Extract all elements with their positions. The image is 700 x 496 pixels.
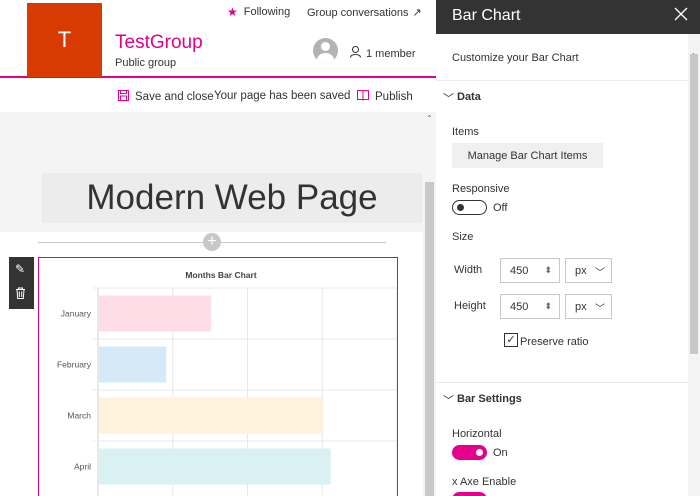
responsive-state: Off bbox=[493, 202, 508, 214]
command-bar: Save and close Your page has been saved … bbox=[0, 80, 436, 112]
bar-settings-section-label: Bar Settings bbox=[457, 393, 522, 405]
data-section-label: Data bbox=[457, 91, 481, 103]
follow-label: Following bbox=[243, 6, 291, 18]
pane-scroll-thumb[interactable] bbox=[690, 54, 698, 354]
chart-title: Months Bar Chart bbox=[185, 270, 256, 280]
width-input[interactable]: 450 ⬍ bbox=[500, 258, 560, 283]
pane-title: Bar Chart bbox=[452, 7, 521, 24]
category-label: April bbox=[74, 462, 91, 472]
page-area: ★ Following Group conversations ↗ TestGr… bbox=[0, 0, 436, 496]
preserve-ratio-label: Preserve ratio bbox=[520, 336, 589, 348]
preserve-ratio-checkbox[interactable]: ✓ bbox=[504, 333, 518, 347]
pane-subtitle: Customize your Bar Chart bbox=[452, 52, 579, 64]
category-label: January bbox=[61, 309, 92, 319]
group-conversations-label: Group conversations bbox=[307, 6, 409, 19]
height-label: Height bbox=[454, 300, 486, 312]
chevron-down-icon: ﹀ bbox=[443, 395, 454, 407]
bar-chart-webpart[interactable]: Months Bar Chart January February March Apr… bbox=[38, 257, 398, 496]
bar-january bbox=[99, 295, 212, 332]
spinner-icon[interactable]: ⬍ bbox=[544, 265, 552, 275]
horizontal-label: Horizontal bbox=[452, 428, 502, 440]
avatar[interactable] bbox=[313, 38, 338, 63]
chevron-down-icon: ﹀ bbox=[595, 304, 605, 315]
height-value: 450 bbox=[510, 301, 529, 313]
follow-button[interactable]: ★ Following bbox=[227, 6, 290, 18]
plus-icon[interactable]: + bbox=[203, 233, 221, 251]
x-axe-toggle[interactable] bbox=[452, 492, 487, 496]
members-button[interactable]: 1 member bbox=[350, 46, 416, 61]
star-icon: ★ bbox=[227, 5, 238, 19]
saved-message: Your page has been saved bbox=[214, 90, 351, 102]
webpart-toolbar: ✎ bbox=[9, 257, 34, 309]
horizontal-toggle[interactable] bbox=[452, 445, 487, 460]
data-section-header[interactable]: ﹀ Data bbox=[436, 80, 688, 112]
bar-april bbox=[99, 448, 331, 485]
group-name[interactable]: TestGroup bbox=[115, 32, 203, 53]
group-logo-letter: T bbox=[57, 27, 72, 52]
bar-settings-section-header[interactable]: ﹀ Bar Settings bbox=[436, 382, 688, 414]
width-unit-select[interactable]: px ﹀ bbox=[565, 258, 612, 283]
size-label: Size bbox=[452, 231, 474, 243]
pane-header: Bar Chart bbox=[436, 0, 700, 34]
save-icon bbox=[118, 90, 129, 104]
width-unit: px bbox=[575, 265, 587, 277]
group-logo[interactable]: T bbox=[27, 3, 102, 77]
group-type: Public group bbox=[115, 57, 177, 69]
save-label: Save and close bbox=[135, 91, 214, 103]
publish-button[interactable]: Publish bbox=[357, 90, 413, 104]
bar-chart: Months Bar Chart January February March Apr… bbox=[57, 270, 397, 496]
bar-february bbox=[99, 346, 167, 383]
scroll-up-icon[interactable]: ⌃ bbox=[426, 114, 433, 123]
bar-march bbox=[99, 397, 324, 434]
page-title[interactable]: Modern Web Page bbox=[42, 173, 422, 223]
height-input[interactable]: 450 ⬍ bbox=[500, 294, 560, 319]
members-label: 1 member bbox=[366, 47, 416, 60]
person-icon bbox=[350, 46, 361, 61]
pane-scrollbar[interactable]: ⌃ bbox=[688, 34, 700, 496]
close-icon[interactable] bbox=[674, 5, 688, 26]
pencil-icon[interactable]: ✎ bbox=[15, 262, 26, 276]
height-unit: px bbox=[575, 301, 587, 313]
trash-icon[interactable] bbox=[15, 287, 26, 302]
group-conversations-link[interactable]: Group conversations ↗ bbox=[307, 6, 422, 20]
manage-items-button[interactable]: Manage Bar Chart Items bbox=[452, 143, 603, 168]
chevron-down-icon: ﹀ bbox=[443, 93, 454, 105]
spinner-icon[interactable]: ⬍ bbox=[544, 301, 552, 311]
site-header: TestGroup Public group 1 member bbox=[0, 24, 436, 78]
publish-label: Publish bbox=[375, 91, 413, 103]
page-scrollbar[interactable]: ⌃ bbox=[423, 112, 436, 496]
responsive-toggle[interactable] bbox=[452, 200, 487, 215]
width-value: 450 bbox=[510, 265, 529, 277]
page-scroll-thumb[interactable] bbox=[425, 182, 434, 496]
chevron-down-icon: ﹀ bbox=[595, 268, 605, 279]
top-bar: ★ Following Group conversations ↗ bbox=[0, 0, 436, 24]
book-icon bbox=[357, 90, 369, 104]
horizontal-state: On bbox=[493, 447, 508, 459]
arrow-up-right-icon: ↗ bbox=[412, 7, 422, 19]
responsive-label: Responsive bbox=[452, 183, 510, 195]
category-label: March bbox=[67, 411, 91, 421]
save-button[interactable]: Save and close bbox=[118, 90, 214, 104]
title-canvas: Modern Web Page bbox=[0, 112, 424, 232]
width-label: Width bbox=[454, 264, 483, 276]
items-label: Items bbox=[452, 126, 479, 138]
category-label: February bbox=[57, 360, 92, 370]
height-unit-select[interactable]: px ﹀ bbox=[565, 294, 612, 319]
x-axe-label: x Axe Enable bbox=[452, 476, 517, 488]
property-pane: Bar Chart ⌃ Customize your Bar Chart ﹀ D… bbox=[436, 0, 700, 496]
